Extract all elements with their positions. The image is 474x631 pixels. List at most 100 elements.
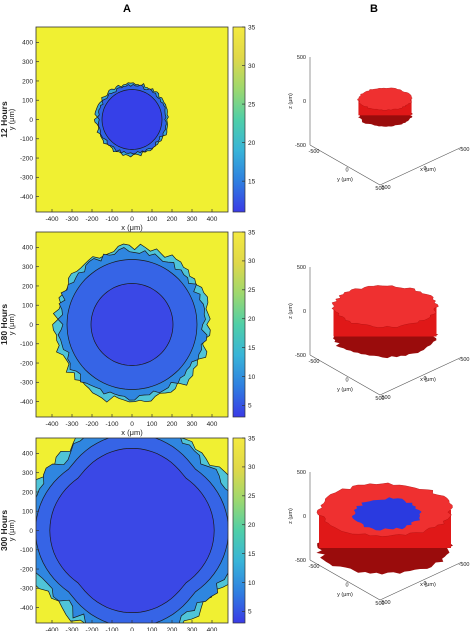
x-tick-label: -500	[458, 562, 469, 568]
y-tick-label: 200	[22, 283, 33, 290]
x-tick-label: 200	[167, 216, 178, 223]
y-axis-label: y (μm)	[7, 519, 16, 541]
surface-row-2: 500 0 -500 z (μm) -500 0 500 y (μm) 500 0 -500 x (μ…	[288, 265, 470, 402]
x-axis-line	[379, 561, 463, 601]
y-tick-label: -500	[308, 359, 319, 365]
surface-row-3: 500 0 -500 z (μm) -500 0 500 y (μm) 500 0 -500 x (μ…	[288, 470, 470, 607]
x-tick-label: 500	[381, 395, 390, 401]
colorbar-tick-label: 10	[248, 580, 256, 587]
y-tick-label: 400	[22, 40, 33, 47]
y-tick-label: 400	[22, 245, 33, 252]
y-tick-label: -200	[20, 566, 33, 573]
x-tick-label: 200	[167, 421, 178, 428]
x-tick-label: 200	[167, 627, 178, 631]
x-axis-line	[379, 356, 463, 396]
x-tick-label: 100	[147, 421, 158, 428]
y-tick-label: -100	[20, 136, 33, 143]
y-axis-label: y (μm)	[337, 387, 353, 393]
colorbar-tick-label: 25	[248, 101, 256, 108]
x-tick-label: -200	[85, 421, 98, 428]
x-axis-label: x (μm)	[420, 167, 436, 173]
z-tick-label: 0	[303, 309, 306, 315]
colorbar-tick-label: 20	[248, 522, 256, 529]
colorbar-tick-label: 30	[248, 63, 256, 70]
y-tick-label: 0	[345, 378, 348, 384]
y-tick-label: -200	[20, 155, 33, 162]
heatmap-area	[36, 27, 228, 212]
y-tick-label: -100	[20, 547, 33, 554]
x-axis-line	[379, 146, 463, 186]
colorbar-tick-label: 10	[248, 374, 256, 381]
x-tick-label: -400	[45, 216, 58, 223]
x-tick-label: 100	[147, 627, 158, 631]
z-tick-label: -500	[295, 353, 306, 359]
colorbar-tick-label: 30	[248, 258, 256, 265]
x-tick-label: -200	[85, 627, 98, 631]
z-axis-label: z (μm)	[288, 508, 294, 524]
x-tick-label: -500	[458, 357, 469, 363]
colorbar	[232, 231, 246, 418]
y-axis-label: y (μm)	[337, 177, 353, 183]
x-tick-label: -300	[65, 421, 78, 428]
z-axis-label: z (μm)	[288, 93, 294, 109]
x-tick-label: 400	[207, 627, 218, 631]
y-tick-label: 0	[29, 322, 33, 329]
surface-top	[357, 87, 413, 111]
heatmap-area	[36, 438, 228, 623]
x-tick-label: -400	[45, 627, 58, 631]
z-axis-label: z (μm)	[288, 303, 294, 319]
x-tick-label: 0	[423, 581, 426, 587]
y-tick-label: 200	[22, 489, 33, 496]
panel-letter-b: B	[370, 3, 378, 15]
colorbar-tick-label: 30	[248, 464, 256, 471]
x-axis-label: x (μm)	[420, 377, 436, 383]
x-tick-label: -100	[105, 216, 118, 223]
z-tick-label: 0	[303, 514, 306, 520]
z-tick-label: 500	[297, 55, 306, 61]
x-axis-label: x (μm)	[121, 223, 143, 232]
y-axis-label: y (μm)	[7, 313, 16, 335]
y-tick-label: 0	[29, 528, 33, 535]
y-tick-label: 300	[22, 470, 33, 477]
row-label: 300 Hours	[0, 510, 9, 551]
x-tick-label: -100	[105, 421, 118, 428]
y-axis-label: y (μm)	[337, 592, 353, 598]
y-tick-label: 500	[375, 396, 384, 402]
x-tick-label: 400	[207, 216, 218, 223]
y-tick-label: 100	[22, 509, 33, 516]
x-tick-label: 100	[147, 216, 158, 223]
y-axis-label: y (μm)	[7, 108, 16, 130]
z-tick-label: 500	[297, 470, 306, 476]
y-tick-label: 300	[22, 59, 33, 66]
contour-level-12	[101, 89, 163, 150]
contour-level-6	[49, 448, 215, 613]
y-tick-label: 100	[22, 98, 33, 105]
colorbar-tick-label: 25	[248, 287, 256, 294]
x-tick-label: 0	[423, 166, 426, 172]
necrotic-core	[351, 497, 422, 531]
z-tick-label: 0	[303, 99, 306, 105]
x-tick-label: -200	[85, 216, 98, 223]
x-tick-label: -300	[65, 627, 78, 631]
y-tick-label: -200	[20, 360, 33, 367]
x-axis-label: x (μm)	[121, 428, 143, 437]
x-tick-label: 500	[381, 185, 390, 191]
y-tick-label: 500	[375, 601, 384, 607]
x-tick-label: 400	[207, 421, 218, 428]
colorbar-tick-label: 35	[248, 24, 256, 31]
y-tick-label: -400	[20, 194, 33, 201]
y-tick-label: -400	[20, 605, 33, 612]
y-tick-label: -100	[20, 341, 33, 348]
y-tick-label: 100	[22, 303, 33, 310]
y-tick-label: 400	[22, 451, 33, 458]
y-axis-line	[309, 559, 381, 601]
colorbar-tick-label: 5	[248, 609, 252, 616]
y-tick-label: -300	[20, 380, 33, 387]
contour-level-6	[90, 283, 174, 366]
x-tick-label: 0	[130, 627, 134, 631]
x-tick-label: -300	[65, 216, 78, 223]
y-axis-line	[309, 144, 381, 186]
